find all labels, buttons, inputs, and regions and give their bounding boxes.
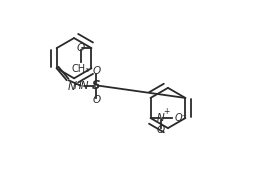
Text: CH₃: CH₃ bbox=[72, 64, 90, 74]
Text: S: S bbox=[92, 79, 101, 92]
Text: O: O bbox=[92, 95, 100, 105]
Text: O⁻: O⁻ bbox=[174, 113, 187, 123]
Text: +: + bbox=[163, 107, 169, 116]
Text: HN: HN bbox=[74, 81, 89, 91]
Text: N: N bbox=[67, 82, 75, 92]
Text: O: O bbox=[92, 66, 100, 76]
Text: O: O bbox=[77, 43, 85, 53]
Text: N: N bbox=[157, 113, 165, 123]
Text: O: O bbox=[157, 124, 165, 135]
